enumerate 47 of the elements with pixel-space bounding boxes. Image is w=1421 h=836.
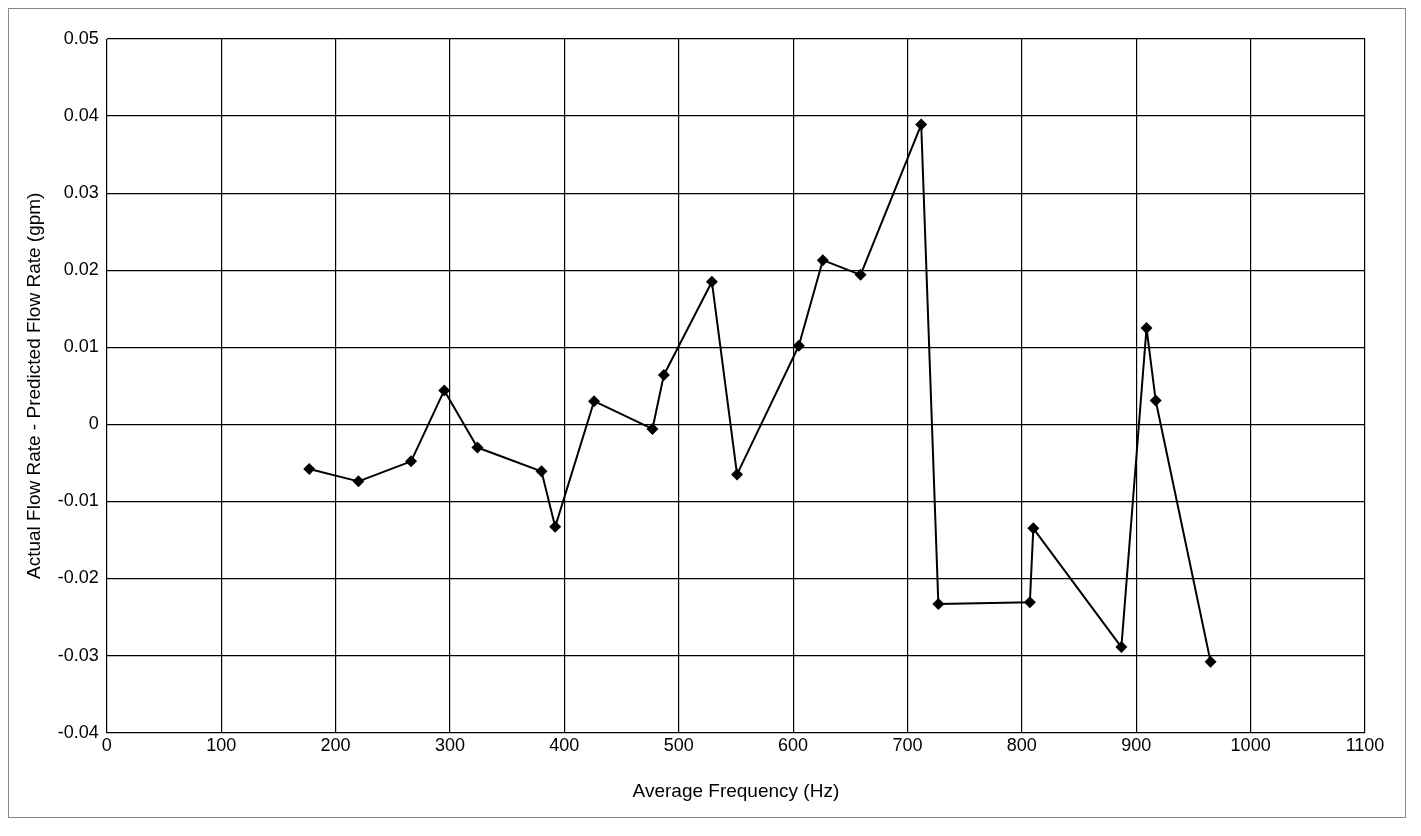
point	[405, 455, 418, 468]
x-tick-label: 1000	[1230, 735, 1271, 756]
point	[854, 268, 867, 281]
y-axis-title: Actual Flow Rate - Predicted Flow Rate (gpm)	[22, 192, 44, 580]
point	[646, 422, 659, 435]
point	[932, 597, 945, 610]
point	[705, 275, 718, 288]
y-tick-label: 0.05	[63, 27, 99, 48]
y-tick-label: 0.04	[63, 105, 99, 126]
point	[588, 395, 601, 408]
y-tick-label: -0.04	[57, 721, 99, 742]
x-tick-label: 900	[1121, 735, 1152, 756]
point	[535, 465, 548, 478]
point	[438, 384, 451, 397]
point	[792, 339, 805, 352]
y-tick-label: -0.03	[57, 644, 99, 665]
point	[352, 475, 365, 488]
point	[657, 369, 670, 382]
point	[1204, 655, 1217, 668]
x-tick-label: 600	[778, 735, 809, 756]
y-tick-label: 0.03	[63, 182, 99, 203]
point	[549, 520, 562, 533]
y-tick-label: -0.01	[57, 490, 99, 511]
x-tick-label: 300	[434, 735, 465, 756]
point	[1027, 522, 1040, 535]
x-tick-label: 100	[206, 735, 237, 756]
x-tick-label: 700	[892, 735, 923, 756]
x-tick-label: 0	[101, 735, 112, 756]
x-tick-label: 500	[663, 735, 694, 756]
x-tick-label: 800	[1006, 735, 1037, 756]
x-tick-label: 200	[320, 735, 351, 756]
point	[471, 441, 484, 454]
point	[816, 254, 829, 267]
point	[1023, 596, 1036, 609]
x-tick-label: 1100	[1345, 735, 1385, 756]
point	[1149, 394, 1162, 407]
x-tick-label: 400	[549, 735, 580, 756]
y-tick-label: 0.02	[63, 259, 99, 280]
y-tick-label: -0.02	[57, 567, 99, 588]
point	[303, 463, 316, 476]
point	[731, 468, 744, 481]
point	[1140, 322, 1153, 334]
point	[1115, 641, 1128, 654]
point	[915, 118, 928, 131]
y-tick-label: 0.01	[63, 336, 99, 357]
x-axis-title: Average Frequency (Hz)	[632, 779, 840, 801]
y-tick-label: 0	[88, 413, 99, 434]
